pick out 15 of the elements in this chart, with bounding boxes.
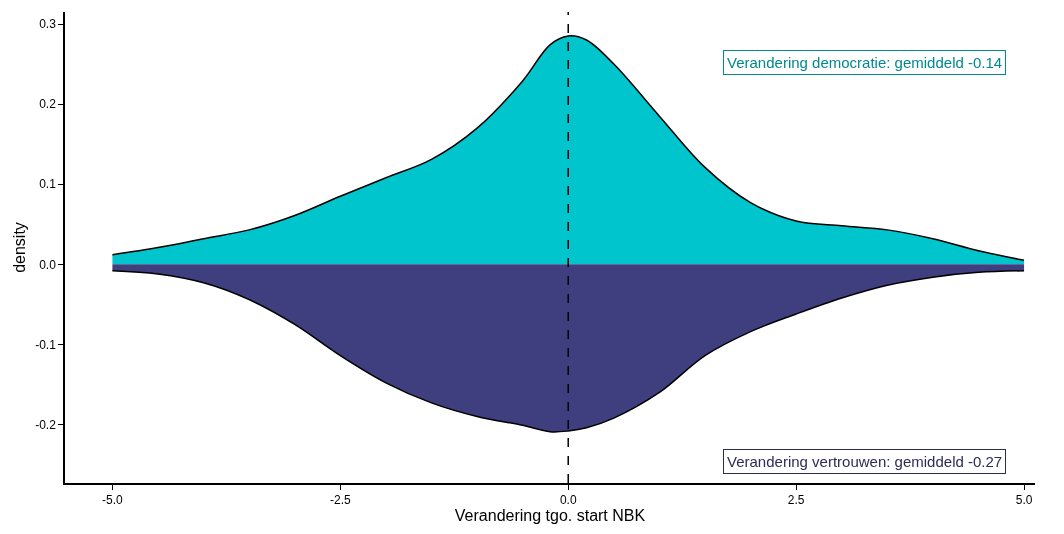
x-tick-label: 0.0 xyxy=(559,493,577,508)
annotation: Verandering vertrouwen: gemiddeld -0.27 xyxy=(727,453,1003,470)
y-axis-title: density xyxy=(10,222,28,273)
x-axis-title: Verandering tgo. start NBK xyxy=(454,507,646,525)
y-tick-label: 0.0 xyxy=(39,257,57,272)
x-tick-label: 2.5 xyxy=(787,493,805,508)
annotation: Verandering democratie: gemiddeld -0.14 xyxy=(727,54,1003,71)
x-tick-label: -5.0 xyxy=(102,493,124,508)
y-tick-label: 0.2 xyxy=(39,97,57,112)
y-tick-label: -0.2 xyxy=(35,417,57,432)
y-tick-label: -0.1 xyxy=(35,337,57,352)
y-tick-label: 0.1 xyxy=(39,177,57,192)
x-tick-label: 5.0 xyxy=(1015,493,1033,508)
y-tick-label: 0.3 xyxy=(39,17,57,32)
x-tick-label: -2.5 xyxy=(329,493,351,508)
